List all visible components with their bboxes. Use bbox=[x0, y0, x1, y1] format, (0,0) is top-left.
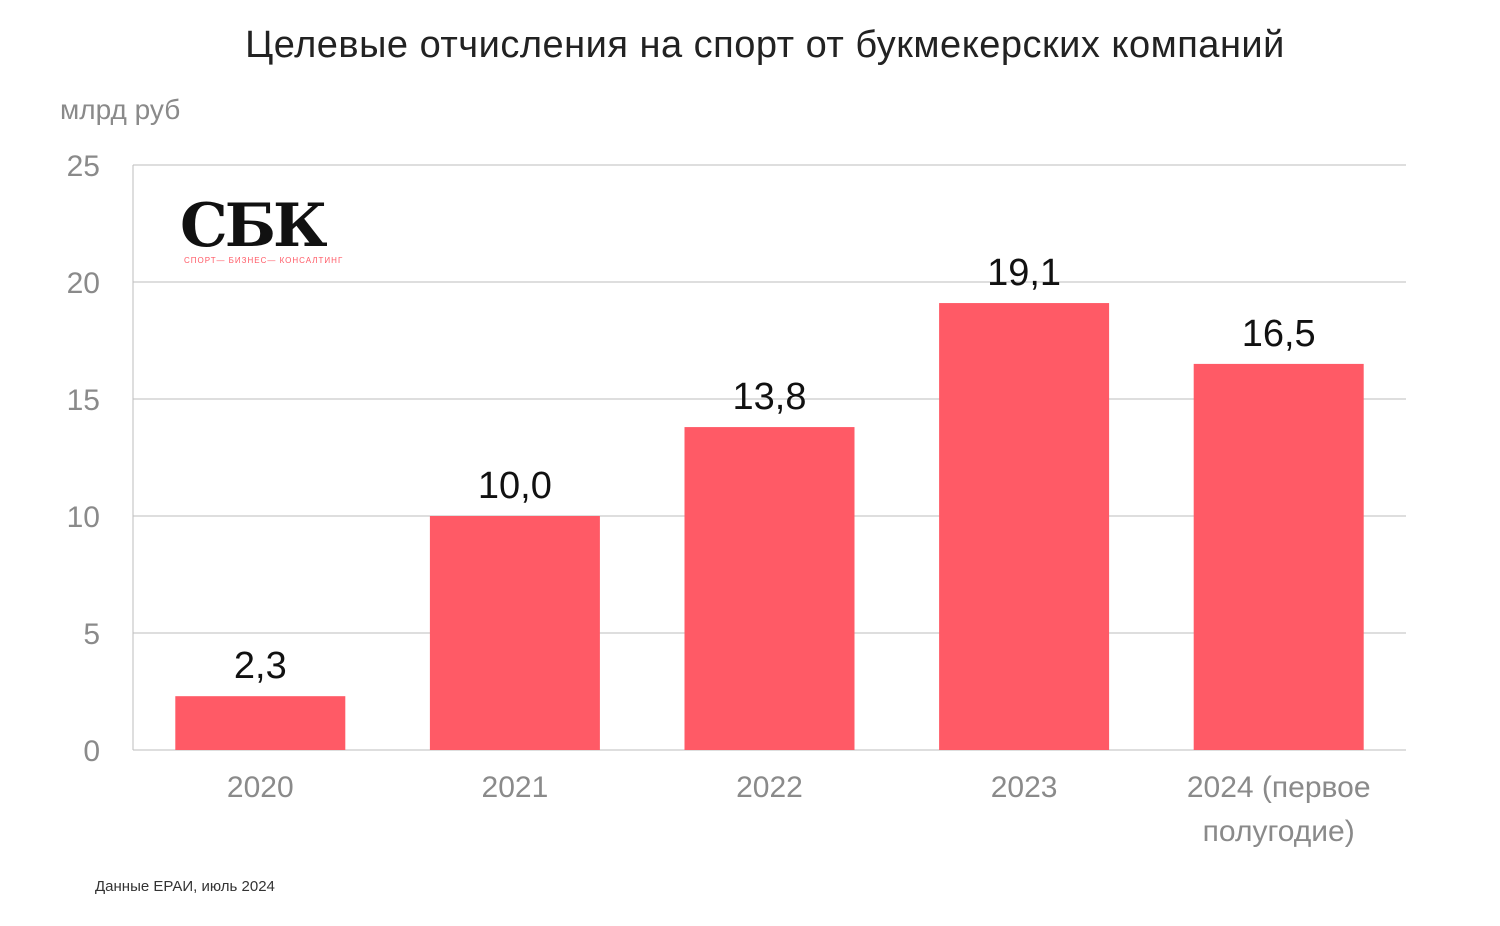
y-tick-label-0: 0 bbox=[83, 735, 100, 768]
value-label-2020: 2,3 bbox=[234, 645, 287, 687]
y-tick-label-25: 25 bbox=[67, 150, 100, 183]
y-tick-label-10: 10 bbox=[67, 501, 100, 534]
bar-2024 bbox=[1193, 363, 1364, 750]
chart-title: Целевые отчисления на спорт от букмекерс… bbox=[245, 24, 1285, 66]
y-tick-label-20: 20 bbox=[67, 267, 100, 300]
x-category-label-2024-line-2: полугодие) bbox=[1203, 815, 1355, 848]
y-tick-label-15: 15 bbox=[67, 384, 100, 417]
logo-subtitle: СПОРТ— БИЗНЕС— КОНСАЛТИНГ bbox=[184, 256, 344, 265]
value-label-2022: 13,8 bbox=[733, 376, 807, 418]
value-label-2021: 10,0 bbox=[478, 465, 552, 507]
value-label-2024: 16,5 bbox=[1242, 313, 1316, 355]
bar-2020 bbox=[175, 696, 346, 750]
x-category-label-2022: 2022 bbox=[736, 771, 803, 804]
value-label-2023: 19,1 bbox=[987, 252, 1061, 294]
y-axis-unit-label: млрд руб bbox=[60, 94, 181, 125]
bar-2021 bbox=[429, 516, 600, 750]
x-category-label-2023: 2023 bbox=[991, 771, 1058, 804]
y-tick-label-5: 5 bbox=[83, 618, 100, 651]
x-category-label-2024-line-1: 2024 (первое bbox=[1187, 771, 1371, 804]
logo-mark: СБК bbox=[180, 191, 328, 261]
bar-2022 bbox=[684, 427, 855, 750]
x-category-label-2021: 2021 bbox=[482, 771, 549, 804]
source-note: Данные ЕРАИ, июль 2024 bbox=[95, 878, 275, 895]
sbk-logo: СБК СПОРТ— БИЗНЕС— КОНСАЛТИНГ bbox=[180, 196, 360, 276]
bar-2023 bbox=[939, 303, 1110, 750]
x-category-label-2020: 2020 bbox=[227, 771, 294, 804]
